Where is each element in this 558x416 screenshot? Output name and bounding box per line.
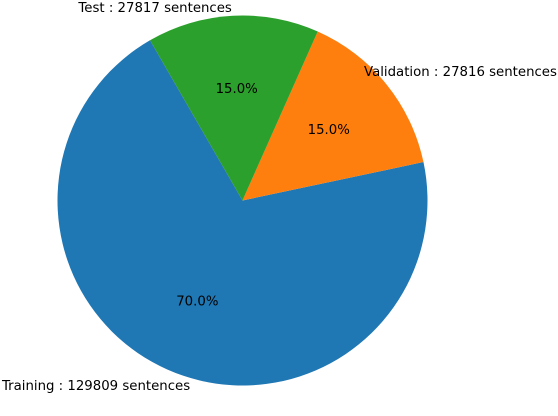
pie-slice-label-2: Test : 27817 sentences bbox=[77, 1, 231, 16]
pie-pct-label-2: 15.0% bbox=[216, 82, 258, 97]
pie-pct-label-1: 15.0% bbox=[308, 123, 350, 138]
pie-slice-2 bbox=[150, 15, 318, 201]
pie-labels: 70.0% Training : 129809 sentences 15.0% Val… bbox=[1, 1, 557, 394]
pie-slice-label-0: Training : 129809 sentences bbox=[1, 379, 190, 394]
pie-slice-0 bbox=[57, 40, 428, 386]
pie-slices bbox=[57, 15, 428, 386]
pie-slice-label-1: Validation : 27816 sentences bbox=[364, 65, 557, 80]
pie-slice-1 bbox=[242, 31, 424, 201]
pie-pct-label-0: 70.0% bbox=[176, 294, 218, 309]
